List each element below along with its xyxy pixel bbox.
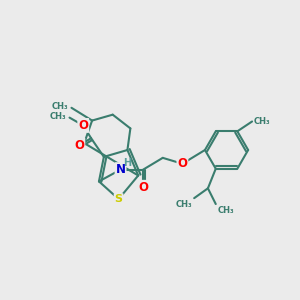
Text: CH₃: CH₃ bbox=[218, 206, 234, 215]
Text: O: O bbox=[74, 139, 84, 152]
Text: N: N bbox=[116, 163, 126, 176]
Text: S: S bbox=[115, 194, 123, 204]
Text: O: O bbox=[177, 157, 188, 170]
Text: O: O bbox=[138, 181, 148, 194]
Text: CH₃: CH₃ bbox=[50, 112, 67, 121]
Text: CH₃: CH₃ bbox=[52, 102, 68, 111]
Text: CH₃: CH₃ bbox=[176, 200, 192, 209]
Text: O: O bbox=[78, 119, 88, 132]
Text: H: H bbox=[123, 158, 131, 168]
Text: CH₃: CH₃ bbox=[254, 117, 271, 126]
